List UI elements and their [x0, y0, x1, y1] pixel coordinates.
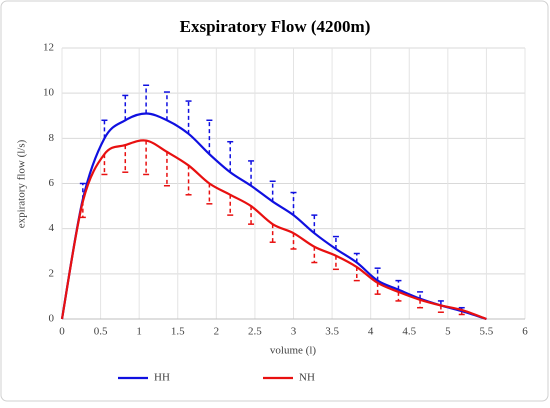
y-tick-label: 0: [49, 313, 55, 325]
y-tick-label: 12: [43, 42, 54, 54]
series-line: [60, 139, 487, 321]
x-tick-label: 2: [214, 326, 220, 338]
x-tick-label: 0: [59, 326, 65, 338]
y-tick-label: 2: [49, 267, 55, 279]
x-tick-label: 0.5: [94, 326, 108, 338]
y-tick-label: 4: [49, 222, 55, 234]
y-axis-label: expiratory flow (l/s): [16, 139, 28, 228]
x-axis-label: volume (l): [270, 345, 316, 357]
x-tick-label: 2.5: [248, 326, 262, 338]
x-tick-label: 6: [522, 326, 528, 338]
y-tick-label: 10: [43, 87, 55, 99]
x-tick-label: 1: [136, 326, 142, 338]
legend-label: HH: [154, 372, 170, 384]
y-tick-label: 6: [49, 177, 55, 189]
x-tick-label: 4: [368, 326, 374, 338]
legend-label: NH: [299, 372, 315, 384]
chart-title: Exspiratory Flow (4200m): [180, 17, 371, 36]
series-line: [60, 112, 487, 321]
x-tick-label: 3: [291, 326, 297, 338]
x-tick-label: 5: [445, 326, 451, 338]
x-tick-label: 1.5: [171, 326, 185, 338]
x-tick-label: 3.5: [325, 326, 339, 338]
x-tick-label: 4.5: [402, 326, 416, 338]
y-tick-label: 8: [49, 132, 55, 144]
x-tick-label: 5.5: [480, 326, 494, 338]
